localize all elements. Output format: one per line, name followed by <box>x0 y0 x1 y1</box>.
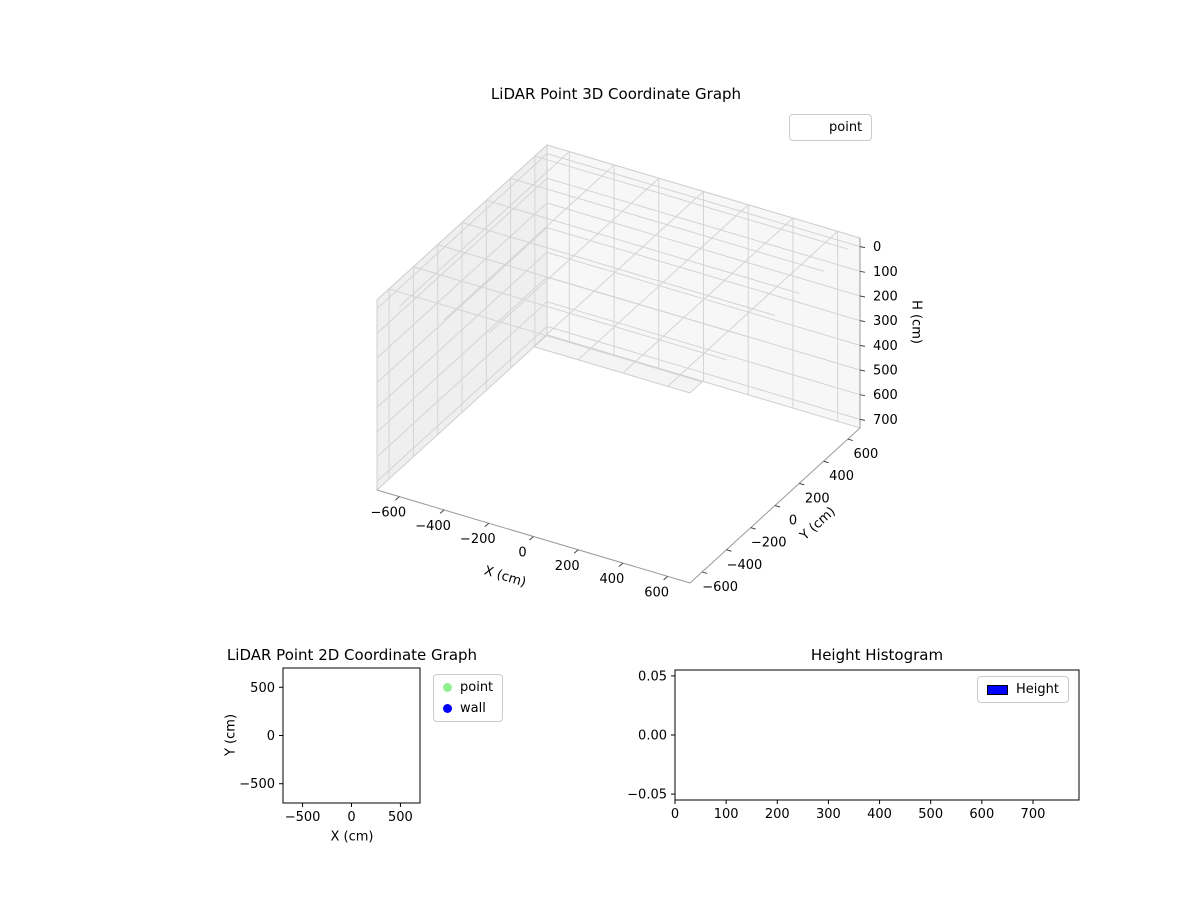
tick-label: 500 <box>388 810 413 825</box>
tick-label: 0 <box>789 514 797 529</box>
plot3d-zlabel: H (cm) <box>908 300 924 344</box>
legend-item-point: point <box>443 680 493 695</box>
height-marker <box>987 684 1008 695</box>
legend-label: point <box>829 120 863 135</box>
tick-label: 300 <box>816 807 841 822</box>
tick-label: −200 <box>460 532 496 547</box>
tick-label: 600 <box>644 585 669 600</box>
tick-label: −600 <box>702 580 738 595</box>
tick-label: 400 <box>600 572 625 587</box>
tick-label: 700 <box>1021 807 1046 822</box>
tick-label: 600 <box>969 807 994 822</box>
tick-label: 400 <box>873 339 898 354</box>
plot2d-legend: point wall <box>433 674 504 722</box>
tick-label: −500 <box>285 810 321 825</box>
histogram-legend: Height <box>977 676 1069 703</box>
point-marker <box>443 683 452 692</box>
point-marker-blank <box>799 123 821 132</box>
legend-label: wall <box>460 701 486 716</box>
plot2d-ylabel: Y (cm) <box>223 713 239 757</box>
plot3d-title: LiDAR Point 3D Coordinate Graph <box>490 85 742 103</box>
plot3d-legend: point <box>789 114 873 141</box>
tick-label: 200 <box>805 491 830 506</box>
tick-label: 200 <box>765 807 790 822</box>
tick-label: 0 <box>518 546 526 561</box>
tick-label: 0 <box>671 807 679 822</box>
tick-label: 600 <box>873 388 898 403</box>
legend-item-wall: wall <box>443 701 493 716</box>
tick-label: 0.05 <box>638 669 667 684</box>
tick-label: 0 <box>873 240 881 255</box>
tick-label: −600 <box>370 506 406 521</box>
tick-label: 700 <box>873 413 898 428</box>
tick-label: 400 <box>867 807 892 822</box>
plot2d-title: LiDAR Point 2D Coordinate Graph <box>226 646 478 664</box>
tick-label: 500 <box>873 364 898 379</box>
tick-label: 500 <box>250 681 275 696</box>
histogram-title: Height Histogram <box>810 646 944 664</box>
tick-label: 200 <box>555 559 580 574</box>
tick-label: −0.05 <box>627 788 667 803</box>
wall-marker <box>443 704 452 713</box>
legend-item-point: point <box>799 120 862 135</box>
legend-label: point <box>460 680 494 695</box>
tick-label: 200 <box>873 289 898 304</box>
tick-label: −200 <box>751 536 787 551</box>
tick-label: −400 <box>415 519 451 534</box>
tick-label: 100 <box>873 265 898 280</box>
tick-label: 0.00 <box>638 729 667 744</box>
tick-label: −500 <box>239 777 275 792</box>
tick-label: 300 <box>873 314 898 329</box>
tick-label: 0 <box>267 729 275 744</box>
tick-label: −400 <box>727 558 763 573</box>
legend-label: Height <box>1016 682 1059 697</box>
legend-item-height: Height <box>987 682 1059 697</box>
tick-label: 500 <box>918 807 943 822</box>
tick-label: 600 <box>853 447 878 462</box>
tick-label: 100 <box>714 807 739 822</box>
tick-label: 0 <box>347 810 355 825</box>
plot2d-xlabel: X (cm) <box>330 829 374 845</box>
tick-label: 400 <box>829 469 854 484</box>
